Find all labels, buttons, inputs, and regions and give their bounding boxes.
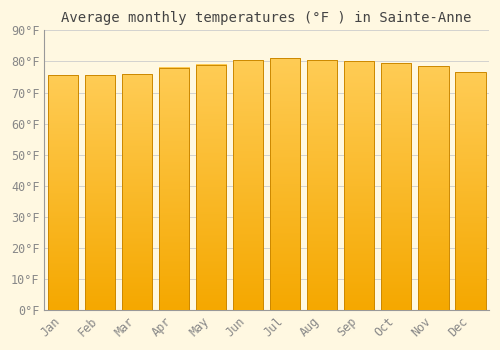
Bar xyxy=(48,76,78,310)
Bar xyxy=(159,68,190,310)
Bar xyxy=(233,60,264,310)
Bar xyxy=(307,60,338,310)
Bar xyxy=(122,74,152,310)
Bar xyxy=(418,66,448,310)
Bar xyxy=(196,65,226,310)
Bar xyxy=(455,72,486,310)
Bar xyxy=(381,63,412,310)
Bar xyxy=(85,76,115,310)
Bar xyxy=(270,58,300,310)
Bar xyxy=(344,62,374,310)
Title: Average monthly temperatures (°F ) in Sainte-Anne: Average monthly temperatures (°F ) in Sa… xyxy=(62,11,472,25)
